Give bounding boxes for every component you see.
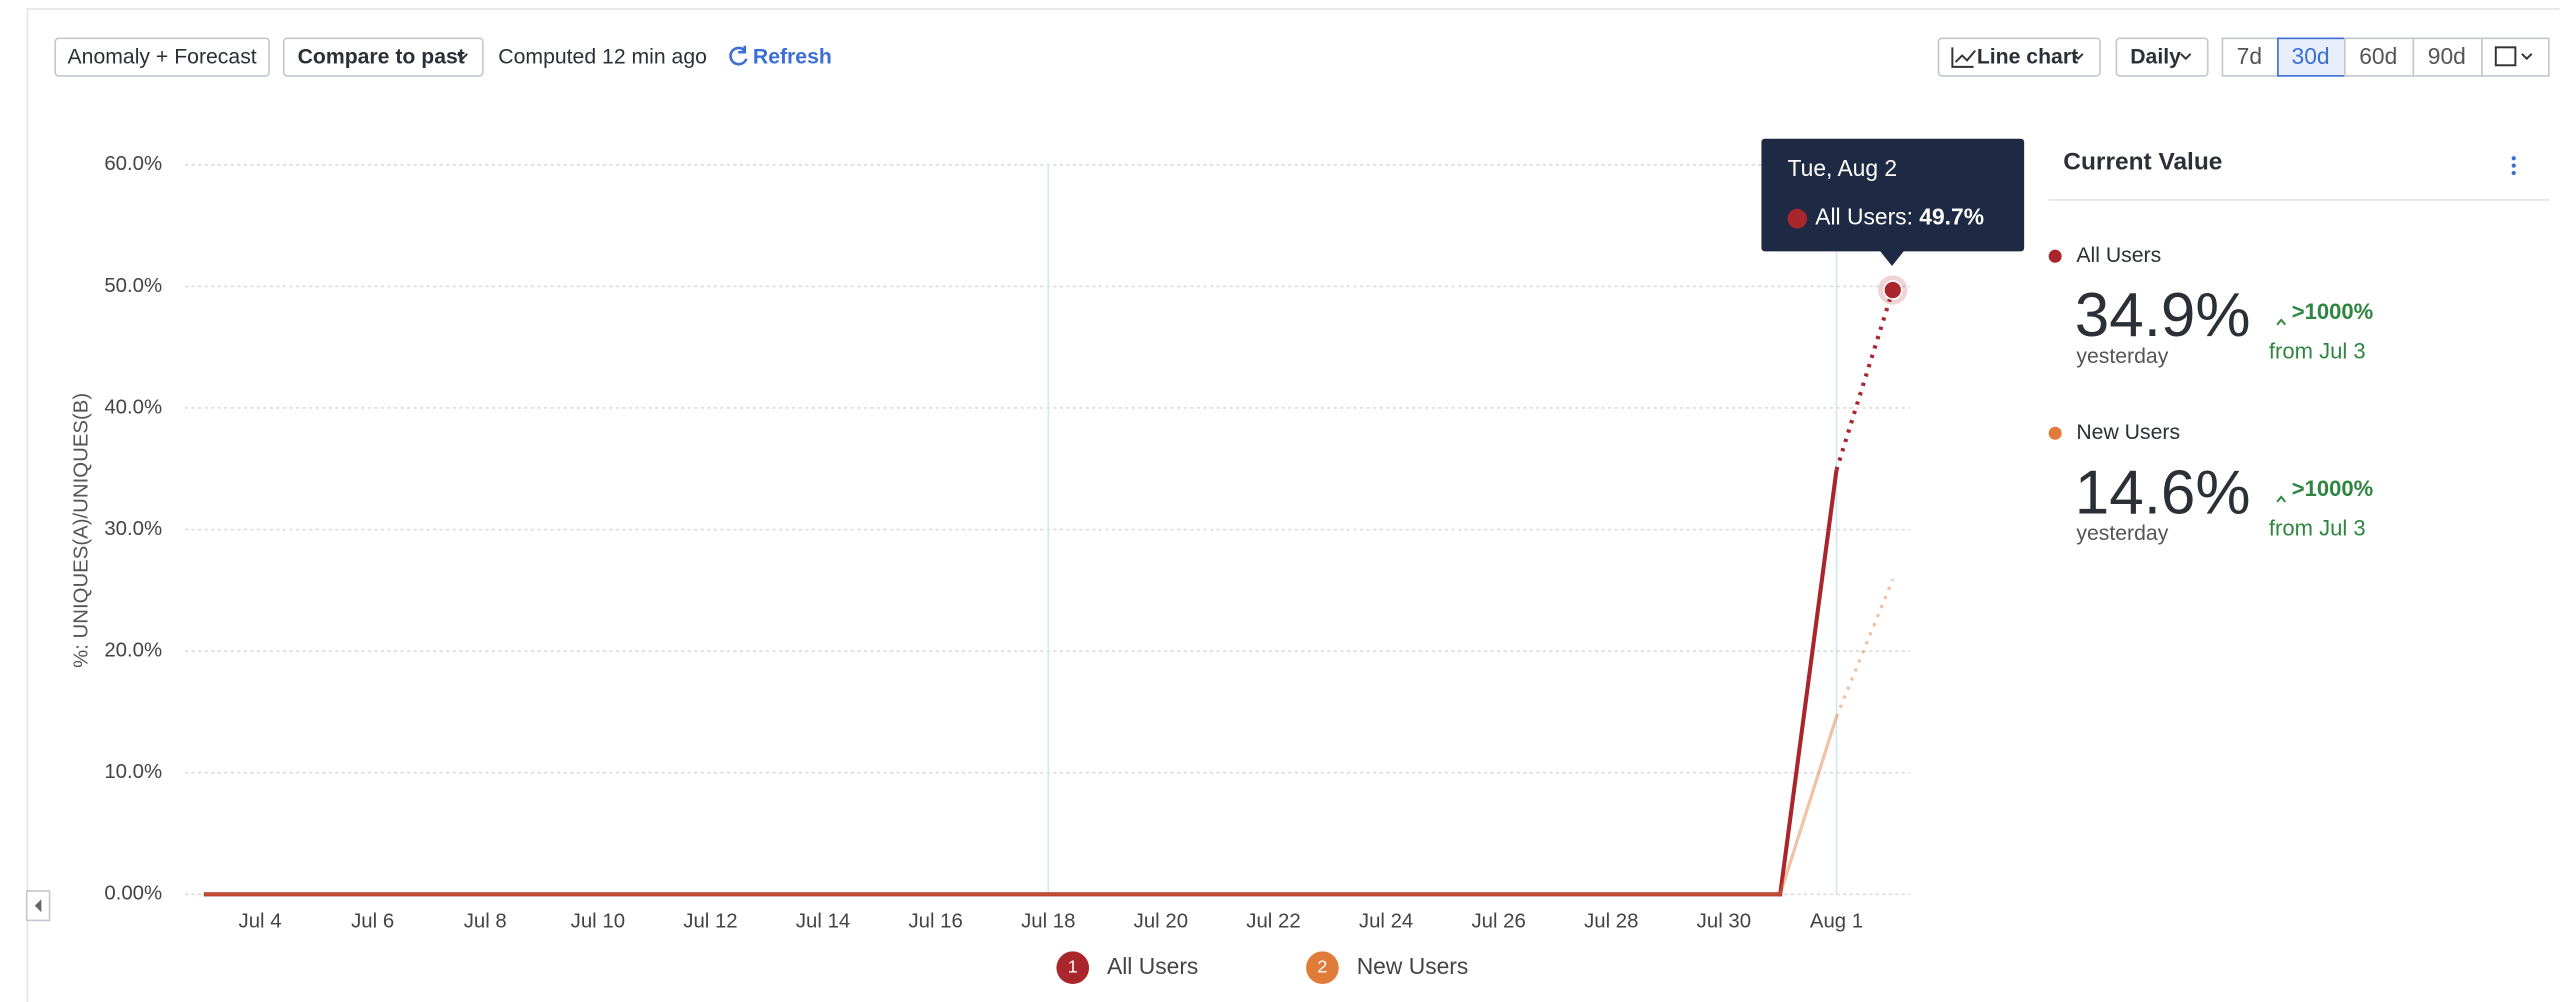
- y-tick-label: 30.0%: [104, 518, 162, 540]
- x-tick-label: Jul 14: [796, 910, 850, 932]
- anomaly-label: Anomaly + Forecast: [68, 46, 257, 69]
- plot: 0.00% 10.0% 20.0% 30.0% 40.0% 50.0% 60.0% Jul 4…: [104, 153, 1910, 932]
- change-value: >1000%: [2292, 476, 2373, 501]
- range-button[interactable]: [2277, 37, 2346, 77]
- refresh-link[interactable]: Refresh: [753, 46, 832, 69]
- x-tick-label: Jul 20: [1134, 910, 1188, 932]
- range-button[interactable]: [2221, 37, 2279, 77]
- x-tick-label: Jul 30: [1697, 910, 1751, 932]
- legend-marker[interactable]: [1306, 951, 1339, 985]
- up-arrow: [2276, 495, 2287, 503]
- range-label: 90d: [2428, 43, 2466, 69]
- x-tick-label: Jul 12: [683, 910, 737, 932]
- series-line: [203, 716, 1839, 896]
- y-tick-label: 10.0%: [104, 761, 162, 783]
- tooltip-value: 49.7%: [1919, 204, 1984, 230]
- computed-label: Computed 12 min ago: [498, 46, 707, 69]
- legend-number: 2: [1317, 956, 1327, 976]
- tooltip-dot: [1787, 208, 1808, 229]
- legend-label[interactable]: New Users: [1357, 953, 1469, 979]
- range-button[interactable]: [2412, 37, 2483, 77]
- current-value: 34.9%: [2075, 281, 2251, 350]
- chart-icon: [1951, 47, 1976, 68]
- collapse-icon: [34, 899, 42, 913]
- current-value: 14.6%: [2075, 458, 2251, 527]
- tooltip-date: Tue, Aug 2: [1788, 155, 1898, 181]
- x-tick-label: Jul 4: [239, 910, 282, 932]
- chevron: [2521, 53, 2533, 61]
- range-label: 7d: [2237, 43, 2262, 69]
- chart-type-button[interactable]: [1937, 37, 2101, 77]
- calendar-icon: [2494, 46, 2517, 67]
- period-label: yesterday: [2076, 522, 2168, 545]
- up-arrow: [2276, 318, 2287, 326]
- legend-marker[interactable]: [1056, 951, 1090, 985]
- x-tick-label: Aug 1: [1810, 910, 1863, 932]
- x-tick-label: Jul 8: [464, 910, 507, 932]
- range-label: 30d: [2292, 43, 2330, 69]
- tooltip: Tue, Aug 2 All Users: 49.7%: [1761, 138, 2025, 267]
- y-tick-label: 40.0%: [104, 396, 162, 418]
- interval-label: Daily: [2130, 46, 2181, 69]
- x-tick-label: Jul 26: [1471, 910, 1525, 932]
- tooltip-pointer: [1878, 249, 1906, 267]
- change-since: from Jul 3: [2269, 338, 2366, 363]
- chevron: [456, 53, 468, 61]
- x-tick-label: Jul 18: [1021, 910, 1075, 932]
- x-tick-label: Jul 24: [1359, 910, 1413, 932]
- y-tick-label: 60.0%: [104, 153, 162, 175]
- range-label: 60d: [2359, 43, 2397, 69]
- forecast-line: [1834, 289, 1895, 471]
- hover-point: [1882, 280, 1903, 300]
- compare-button[interactable]: [282, 37, 484, 77]
- change-since: from Jul 3: [2269, 515, 2366, 540]
- anomaly-button[interactable]: [54, 37, 270, 77]
- legend-label[interactable]: All Users: [1107, 953, 1198, 979]
- panel-title: Current Value: [2063, 149, 2222, 176]
- tooltip-series: All Users:: [1815, 204, 1913, 230]
- chevron: [2180, 53, 2192, 61]
- period-label: yesterday: [2076, 345, 2168, 368]
- y-tick-label: 20.0%: [104, 640, 162, 662]
- series-line: [203, 469, 1839, 897]
- interval-button[interactable]: [2115, 37, 2209, 77]
- kebab-menu[interactable]: [2511, 156, 2516, 176]
- x-tick-label: Jul 22: [1246, 910, 1300, 932]
- legend: 1 All Users 2 New Users: [1056, 951, 1469, 985]
- range-group: 7d 30d 60d 90d: [2221, 37, 2483, 77]
- legend-number: 1: [1068, 956, 1078, 976]
- change-value: >1000%: [2292, 299, 2373, 324]
- series-name: New Users: [2076, 421, 2180, 444]
- y-tick-label: 0.00%: [104, 883, 162, 905]
- x-tick-label: Jul 28: [1584, 910, 1638, 932]
- series-name: All Users: [2076, 244, 2161, 267]
- range-button[interactable]: [2344, 37, 2415, 77]
- x-tick-label: Jul 10: [571, 910, 625, 932]
- refresh-icon: [729, 45, 748, 66]
- y-tick-label: 50.0%: [104, 275, 162, 297]
- chart-type-label: Line chart: [1977, 46, 2078, 69]
- tooltip-text: All Users: 49.7%: [1815, 204, 1984, 230]
- x-tick-label: Jul 16: [908, 910, 962, 932]
- series-dot: [2048, 249, 2062, 263]
- y-axis-label: %: UNIQUES(A)/UNIQUES(B): [71, 393, 93, 668]
- forecast-line: [1834, 578, 1895, 718]
- tooltip-box: [1761, 138, 2025, 252]
- x-tick-label: Jul 6: [351, 910, 394, 932]
- chevron: [2072, 53, 2084, 61]
- compare-label: Compare to past: [298, 46, 465, 69]
- series-dot: [2048, 426, 2062, 440]
